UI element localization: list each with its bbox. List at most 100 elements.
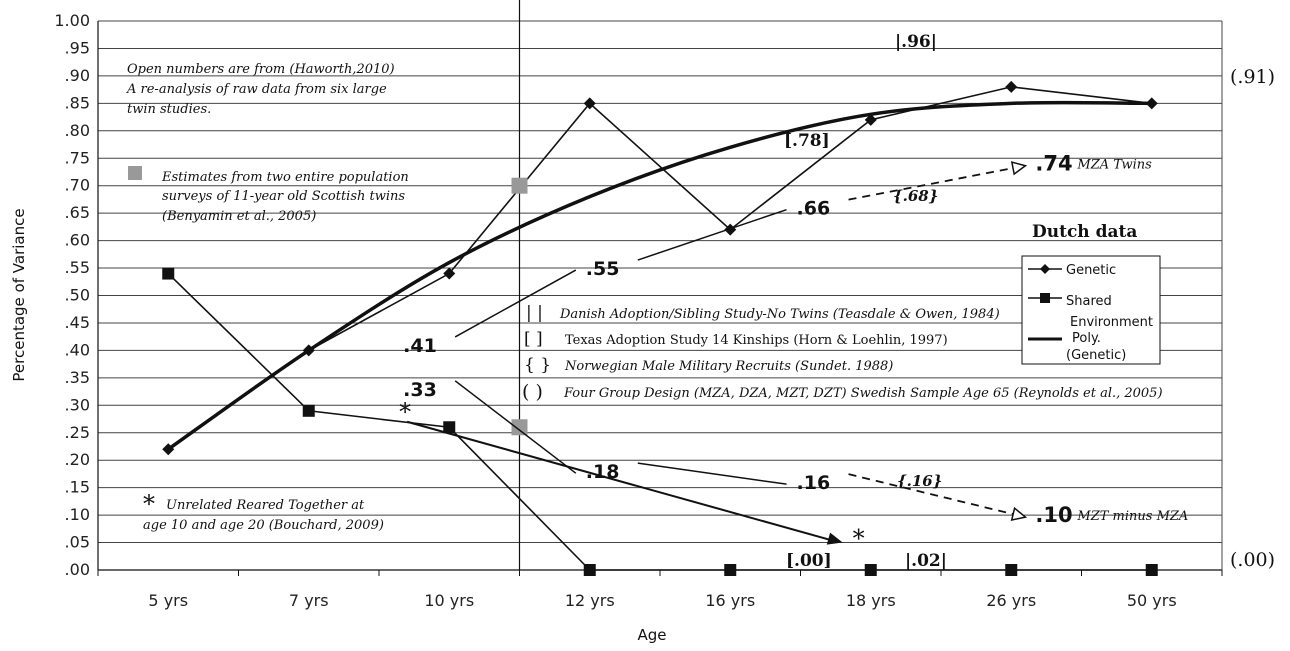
key-symbol-norwegian: { } (524, 355, 551, 375)
legend-genetic-marker (1040, 264, 1050, 274)
mza-twins-label: MZA Twins (1076, 158, 1152, 173)
scottish-note-line-3: (Benyamin et al., 2005) (162, 209, 316, 224)
shared-environment-line (167, 272, 1152, 571)
y-axis-ticks: .00 .05 .10 .15 .20 .25 .30 .35 .40 .45 .50 .55 .60.… (54, 11, 90, 579)
x-tick-label: 18 yrs (846, 591, 896, 610)
haworth-heritability-label: .66 (797, 198, 831, 220)
y-tick-label: .10 (65, 505, 90, 524)
haworth_shared-arrowhead (1010, 506, 1028, 522)
scottish-estimate-point (511, 177, 528, 194)
haworth-note-line-1: Open numbers are from (Haworth,2010) (127, 62, 395, 77)
x-tick-label: 12 yrs (565, 591, 615, 610)
shared-environment-point (302, 404, 315, 417)
y-axis-title: Percentage of Variance (10, 208, 28, 381)
haworth_heritability-arrowhead (1010, 161, 1028, 176)
x-tick-label: 50 yrs (1127, 591, 1177, 610)
haworth-heritability-label: .74 (1035, 152, 1072, 176)
swedish-00-label: (.00) (1230, 549, 1275, 571)
genetic-series-line (167, 86, 1152, 450)
haworth-shared-label: .16 (797, 472, 831, 494)
key-symbol-danish: | | (526, 303, 543, 323)
bouchard-note-asterisk: * (143, 490, 155, 518)
shared-environment-point (1005, 564, 1018, 576)
haworth_heritability-segment (454, 269, 577, 338)
y-tick-label: .25 (65, 423, 90, 442)
y-tick-label: .60 (65, 231, 90, 250)
genetic-point (302, 344, 315, 357)
shared-environment-point (443, 421, 456, 434)
shared-environment-point (1145, 564, 1158, 576)
legend-shared-label-2: Environment (1070, 315, 1153, 330)
y-tick-label: .65 (65, 203, 90, 222)
y-tick-label: .85 (65, 93, 90, 112)
x-tick-label: 16 yrs (705, 591, 755, 610)
danish-02-label: |.02| (905, 551, 947, 571)
y-tick-label: .15 (65, 478, 90, 497)
bouchard-asterisk-end: * (853, 525, 865, 553)
x-tick-label: 5 yrs (148, 591, 188, 610)
danish-96-label: |.96| (895, 32, 937, 52)
haworth_shared-segment (637, 462, 787, 485)
haworth_shared-segment (848, 473, 1026, 518)
norwegian-68-label: {.68} (893, 187, 938, 205)
y-tick-label: .80 (65, 121, 90, 140)
legend-shared-label-1: Shared (1066, 294, 1112, 309)
y-tick-label: .40 (65, 340, 90, 359)
key-text-texas: Texas Adoption Study 14 Kinships (Horn &… (565, 333, 948, 348)
scottish-estimate-point (511, 419, 528, 436)
y-tick-label: .95 (65, 38, 90, 57)
y-tick-label: .00 (65, 560, 90, 579)
haworth_shared-segment (454, 380, 577, 474)
haworth-shared-label: .10 (1035, 503, 1072, 527)
legend-poly-label-2: (Genetic) (1066, 348, 1126, 363)
x-axis-title: Age (637, 626, 666, 644)
key-symbol-texas: [ ] (524, 329, 543, 349)
legend-poly-label-1: Poly. (1072, 331, 1101, 346)
y-tick-label: .50 (65, 286, 90, 305)
scottish-note-line-1: Estimates from two entire population (161, 170, 409, 185)
y-tick-label: .70 (65, 176, 90, 195)
y-tick-label: .20 (65, 450, 90, 469)
key-text-norwegian: Norwegian Male Military Recruits (Sundet… (564, 359, 893, 374)
y-tick-label: .55 (65, 258, 90, 277)
genetic-point (1145, 97, 1158, 110)
legend-title: Dutch data (1032, 222, 1137, 242)
bouchard-line (406, 420, 833, 542)
genetic-point (443, 267, 456, 280)
haworth_heritability-segment (848, 164, 1026, 201)
genetic-point (864, 113, 877, 126)
y-tick-label: .05 (65, 533, 90, 552)
bouchard-arrowhead (826, 532, 843, 545)
x-tick-label: 7 yrs (289, 591, 329, 610)
haworth-note-line-2: A re-analysis of raw data from six large (126, 82, 387, 97)
bouchard-asterisk-start: * (399, 398, 411, 426)
swedish-91-label: (.91) (1230, 66, 1275, 88)
shared-environment-point (162, 267, 175, 280)
key-symbol-swedish: ( ) (522, 381, 543, 403)
haworth_heritability-segment (637, 208, 787, 261)
key-text-swedish: Four Group Design (MZA, DZA, MZT, DZT) S… (563, 386, 1163, 401)
y-tick-label: 1.00 (54, 11, 90, 30)
x-tick-label: 26 yrs (986, 591, 1036, 610)
genetic-point (162, 443, 175, 456)
norwegian-16-label: {.16} (897, 472, 942, 490)
legend-shared-marker (1040, 293, 1050, 303)
y-tick-label: .90 (65, 66, 90, 85)
y-tick-label: .75 (65, 148, 90, 167)
texas-78-label: [.78] (784, 131, 830, 151)
texas-00-label: [.00] (786, 551, 832, 571)
mzt-minus-mza-label: MZT minus MZA (1076, 509, 1188, 524)
x-axis-ticks: 5 yrs 7 yrs 10 yrs 12 yrs 16 yrs 18 yrs 26 yrs… (97, 570, 1223, 610)
haworth-heritability-label: .55 (586, 258, 620, 280)
annotation-layer: |.96| [.78] {.68} {.16} [.00] |.02| (.91) (.00) (784, 32, 1275, 571)
genetic-point (1005, 80, 1018, 93)
genetic-point (583, 97, 596, 110)
y-tick-label: .35 (65, 368, 90, 387)
y-tick-label: .45 (65, 313, 90, 332)
shared-environment-point (724, 564, 737, 576)
haworth-shared-label: .33 (403, 379, 437, 401)
haworth-note-line-3: twin studies. (127, 102, 211, 117)
key-text-danish: Danish Adoption/Sibling Study-No Twins (… (559, 307, 1000, 322)
genetic-point (724, 223, 737, 236)
